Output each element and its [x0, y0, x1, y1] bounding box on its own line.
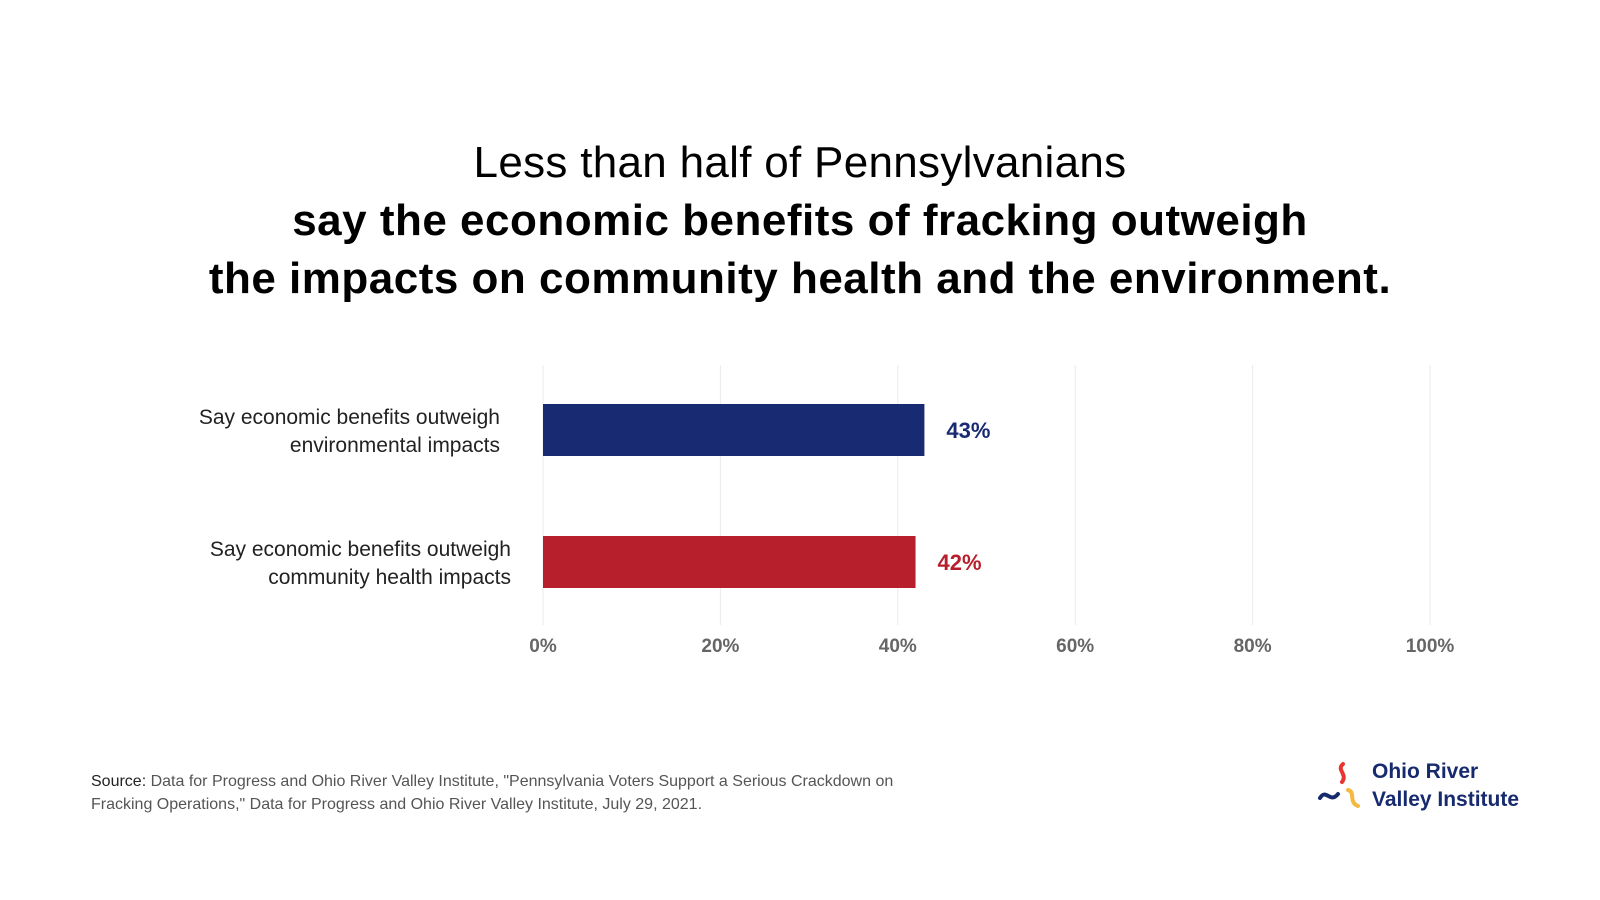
title-line-2: say the economic benefits of fracking ou… — [292, 196, 1308, 245]
x-tick-label-60: 60% — [1056, 636, 1094, 657]
x-tick-label-40: 40% — [879, 636, 917, 657]
ohio-river-valley-institute-logo: Ohio River Valley Institute — [1318, 758, 1538, 818]
logo-wordmark: Ohio River Valley Institute — [1372, 758, 1519, 814]
source-note: Source: Data for Progress and Ohio River… — [91, 770, 951, 816]
x-tick-label-20: 20% — [701, 636, 739, 657]
category-label-2-line-1: Say economic benefits outweigh — [210, 538, 511, 561]
x-tick-label-0: 0% — [529, 636, 557, 657]
x-tick-label-100: 100% — [1406, 636, 1455, 657]
title-line-1: Less than half of Pennsylvanians — [473, 138, 1127, 187]
bar-2 — [543, 536, 916, 588]
category-label-2-line-2: community health impacts — [268, 566, 511, 589]
logo-line-2: Valley Institute — [1372, 788, 1520, 811]
bar-1 — [543, 404, 925, 456]
x-tick-label-80: 80% — [1234, 636, 1272, 657]
category-label-1: Say economic benefits outweigh environmen… — [199, 406, 500, 457]
source-text: Data for Progress and Ohio River Valley … — [91, 773, 894, 813]
bar-chart: 0% 20% 40% 60% 80% 100% 43% Say economic benefi… — [199, 365, 1455, 657]
chart-title: Less than half of Pennsylvanians say the… — [0, 134, 1600, 308]
category-label-1-line-2: environmental impacts — [290, 434, 500, 457]
source-prefix: Source: — [91, 773, 147, 790]
river-logo-icon — [1318, 762, 1360, 808]
logo-line-1: Ohio River — [1372, 760, 1479, 783]
value-label-1: 43% — [946, 418, 990, 443]
value-label-2: 42% — [938, 550, 982, 575]
title-line-3: the impacts on community health and the … — [208, 254, 1392, 303]
category-label-2: Say economic benefits outweigh community … — [210, 538, 511, 589]
category-label-1-line-1: Say economic benefits outweigh — [199, 406, 500, 429]
